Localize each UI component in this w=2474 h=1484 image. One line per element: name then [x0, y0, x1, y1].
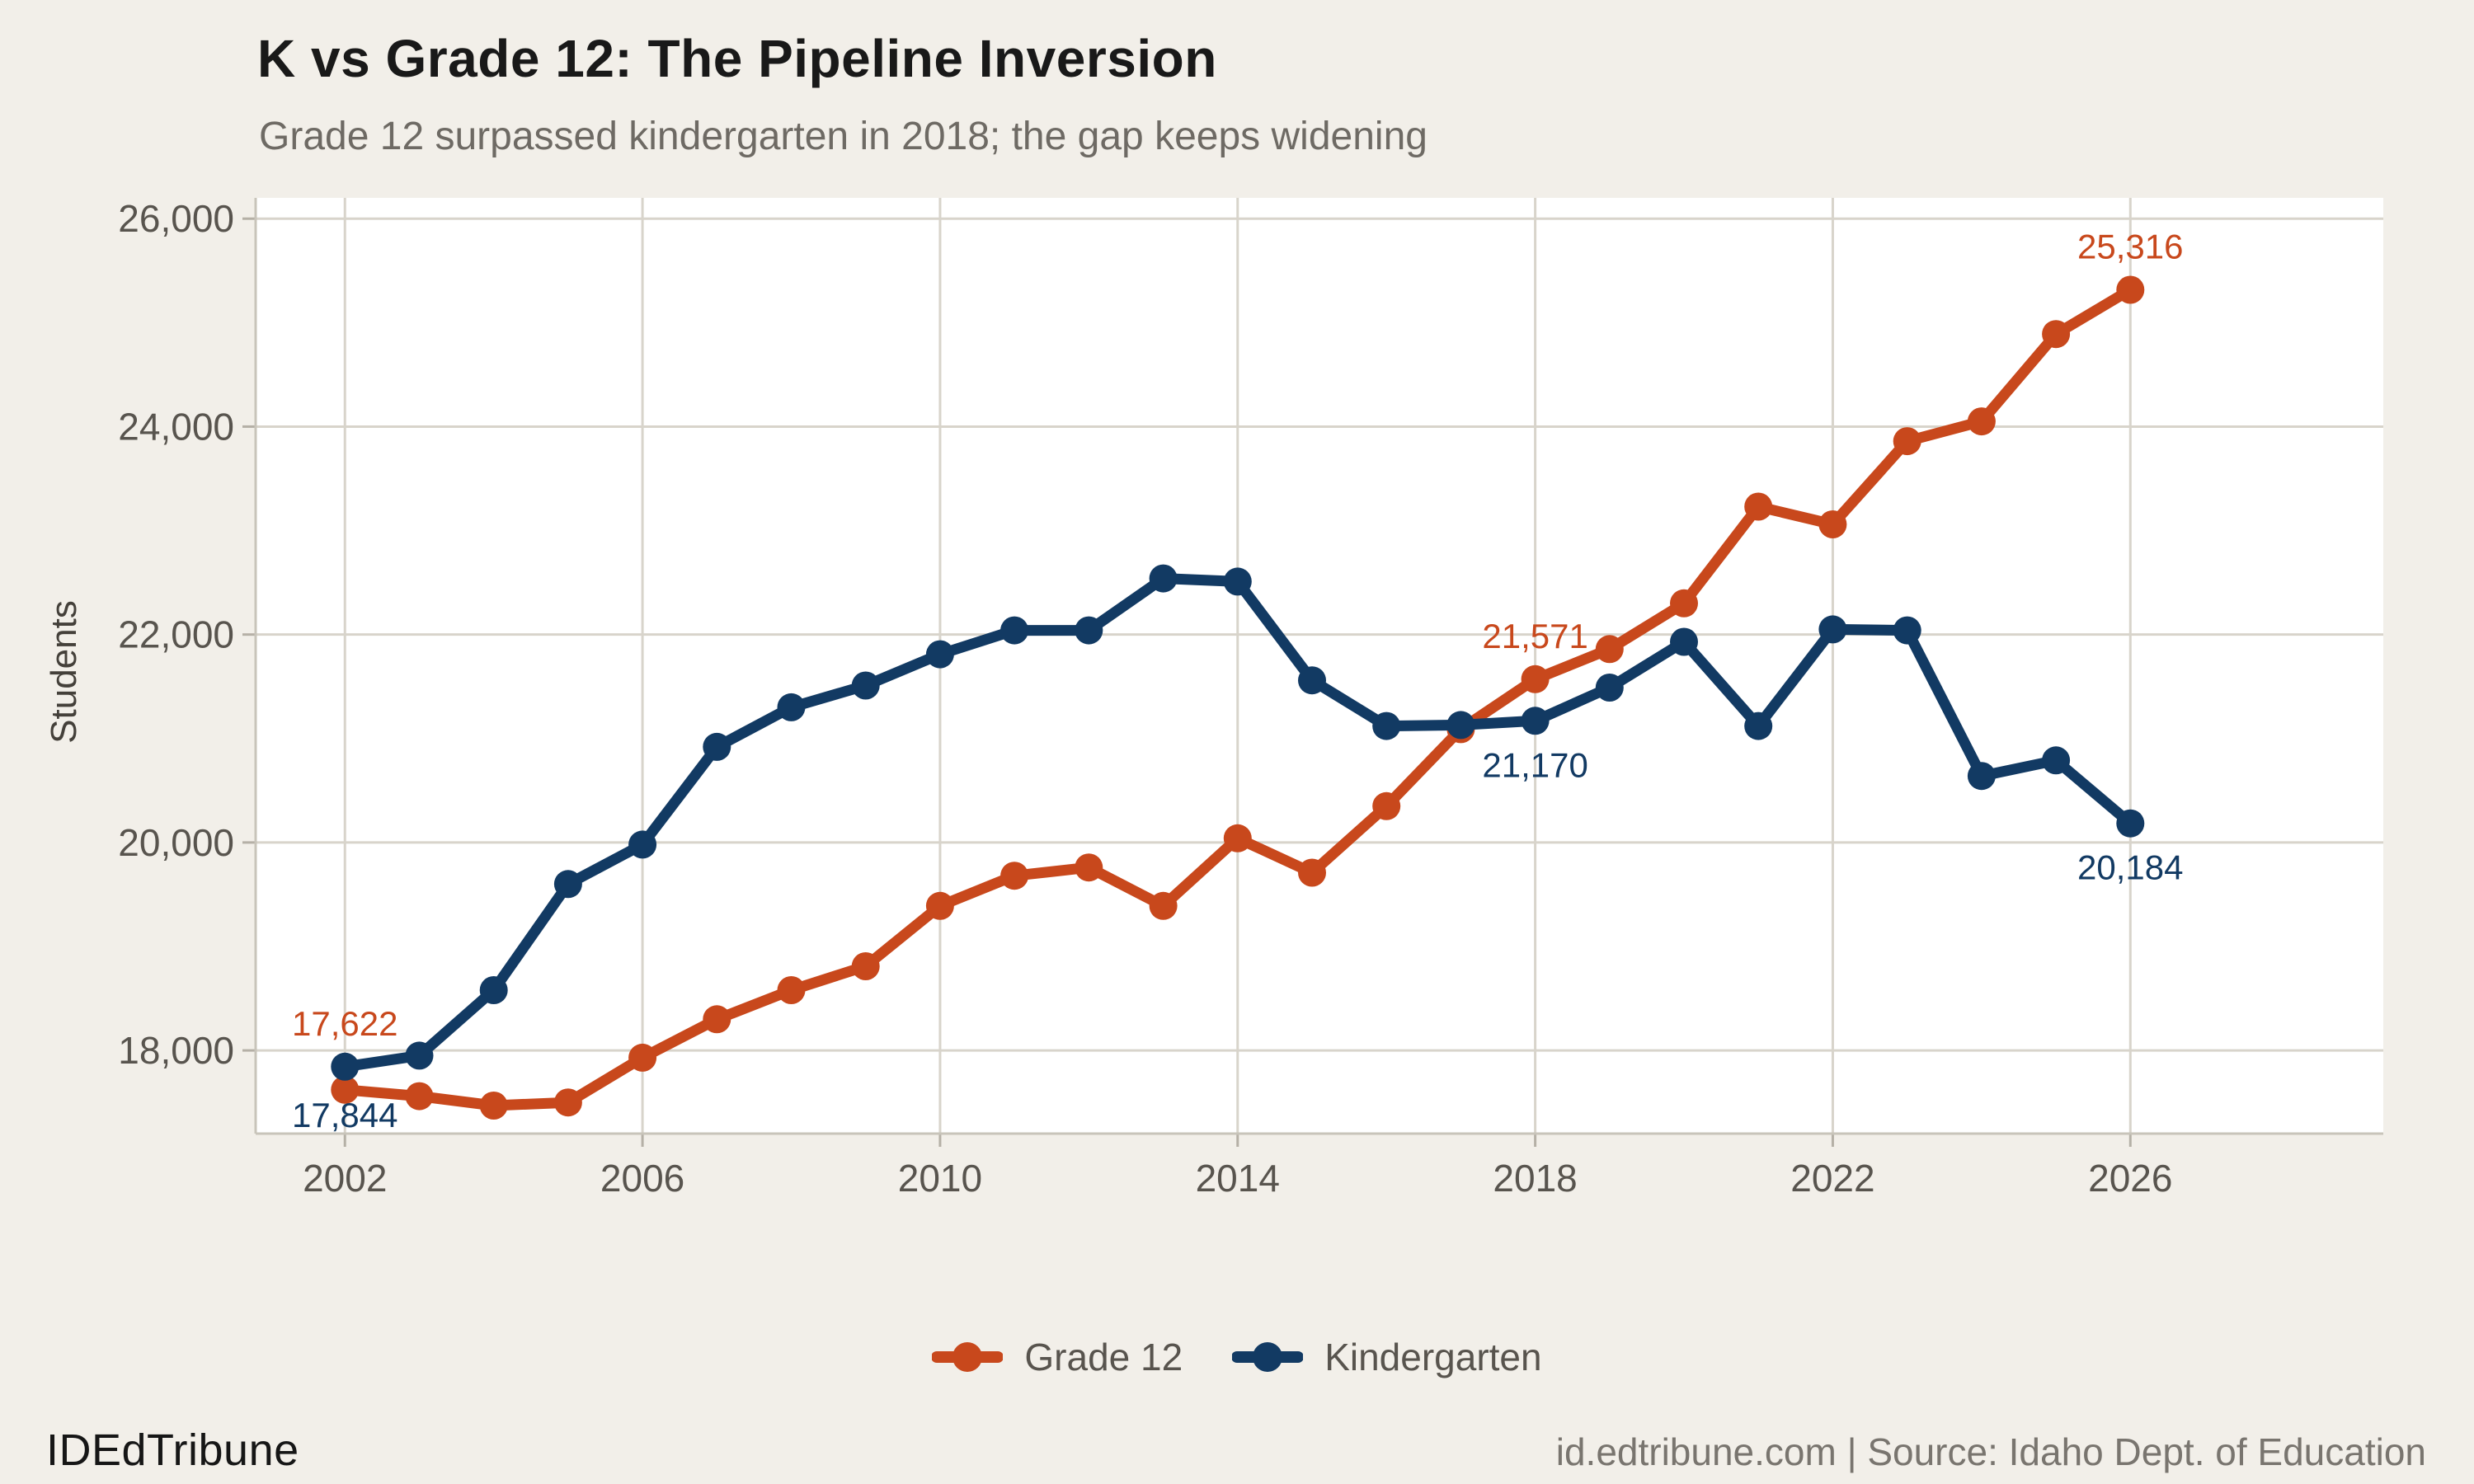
data-point — [925, 640, 954, 669]
y-tick-label: 24,000 — [118, 405, 234, 448]
data-point — [1744, 711, 1773, 740]
chart-title: K vs Grade 12: The Pipeline Inversion — [257, 29, 1217, 88]
legend-label: Kindergarten — [1324, 1336, 1542, 1378]
data-point — [1967, 407, 1996, 436]
value-annotation: 17,622 — [292, 1004, 397, 1043]
publisher-logo: IDEdTribune — [46, 1425, 299, 1475]
data-point — [851, 671, 880, 700]
data-point — [1670, 589, 1698, 618]
data-point — [553, 870, 582, 899]
data-point — [1521, 707, 1550, 735]
value-annotation: 21,170 — [1482, 745, 1587, 784]
data-point — [1967, 762, 1996, 791]
x-tick-label: 2026 — [2088, 1157, 2172, 1200]
y-tick-label: 18,000 — [118, 1029, 234, 1072]
data-point — [1372, 791, 1401, 820]
data-point — [628, 1043, 657, 1072]
value-annotation: 21,571 — [1482, 617, 1587, 655]
value-annotation: 17,844 — [292, 1096, 397, 1134]
y-tick-label: 26,000 — [118, 197, 234, 240]
chart-legend: Grade 12 Kindergarten — [0, 1324, 2474, 1390]
data-point — [405, 1082, 434, 1111]
data-point — [1670, 627, 1698, 656]
data-point — [1149, 564, 1178, 593]
x-tick-label: 2022 — [1790, 1157, 1874, 1200]
data-point — [405, 1041, 434, 1070]
x-tick-label: 2010 — [898, 1157, 982, 1200]
data-point — [1223, 824, 1252, 852]
data-point — [1521, 665, 1550, 693]
data-point — [777, 976, 806, 1004]
data-point — [553, 1088, 582, 1117]
data-point — [703, 1005, 731, 1034]
data-point — [1818, 615, 1847, 644]
data-point — [1446, 711, 1475, 740]
legend-label: Grade 12 — [1024, 1336, 1183, 1378]
value-annotation: 25,316 — [2077, 227, 2183, 265]
data-point — [2042, 746, 2071, 775]
x-tick-label: 2018 — [1493, 1157, 1577, 1200]
data-point — [1223, 567, 1252, 596]
data-point — [479, 1092, 508, 1120]
data-point — [1893, 616, 1921, 645]
legend-item-kindergarten: Kindergarten — [1232, 1335, 1542, 1379]
data-point — [331, 1075, 360, 1104]
legend-item-grade-12: Grade 12 — [932, 1335, 1183, 1379]
data-point — [1595, 635, 1624, 664]
data-point — [1075, 616, 1103, 645]
x-tick-label: 2006 — [600, 1157, 684, 1200]
y-tick-label: 22,000 — [118, 613, 234, 656]
data-point — [1595, 674, 1624, 702]
legend-marker-icon — [932, 1342, 1004, 1372]
x-tick-label: 2002 — [303, 1157, 387, 1200]
legend-marker-icon — [1232, 1342, 1304, 1372]
data-point — [2042, 320, 2071, 349]
source-attribution: id.edtribune.com | Source: Idaho Dept. o… — [1555, 1430, 2426, 1473]
data-point — [1149, 891, 1178, 920]
data-point — [1000, 616, 1029, 645]
data-point — [628, 830, 657, 859]
data-point — [851, 952, 880, 980]
data-point — [1893, 427, 1921, 456]
data-point — [777, 693, 806, 721]
data-point — [479, 976, 508, 1004]
plot-area — [256, 198, 2383, 1134]
data-point — [1372, 711, 1401, 740]
data-point — [703, 732, 731, 761]
data-point — [1298, 666, 1326, 695]
data-point — [2116, 809, 2145, 838]
value-annotation: 20,184 — [2077, 848, 2183, 887]
x-tick-label: 2014 — [1196, 1157, 1280, 1200]
data-point — [1744, 492, 1773, 521]
data-point — [331, 1052, 360, 1081]
data-point — [1075, 853, 1103, 882]
chart-subtitle: Grade 12 surpassed kindergarten in 2018;… — [259, 115, 1427, 158]
data-point — [1000, 862, 1029, 890]
data-point — [1298, 858, 1326, 887]
data-point — [1818, 510, 1847, 538]
data-point — [925, 891, 954, 920]
y-tick-label: 20,000 — [118, 821, 234, 864]
data-point — [2116, 275, 2145, 304]
